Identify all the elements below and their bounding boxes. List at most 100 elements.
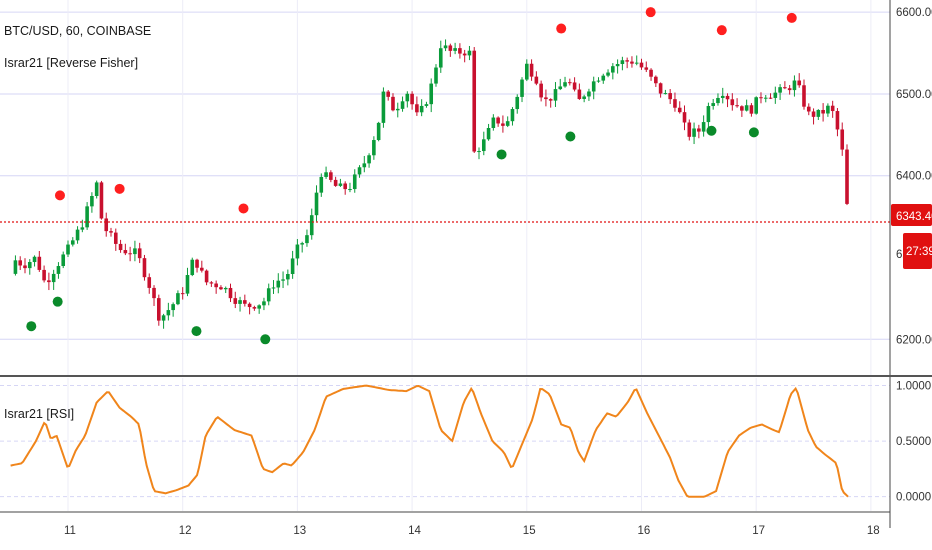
- candle-body: [247, 303, 252, 308]
- price-tick-label: 6400.00: [896, 171, 932, 183]
- candle: [505, 116, 510, 128]
- candle-body: [47, 280, 51, 283]
- candle-body: [252, 307, 257, 309]
- candle-body: [620, 60, 625, 65]
- candle: [415, 96, 419, 116]
- candle-body: [787, 88, 792, 91]
- candle-body: [749, 105, 754, 114]
- candle-body: [281, 279, 285, 281]
- candle: [443, 39, 448, 52]
- candle: [410, 91, 414, 110]
- candle: [281, 271, 285, 289]
- candle: [754, 96, 758, 115]
- candle-body: [295, 244, 300, 259]
- candle-body: [720, 95, 725, 98]
- candle-body: [481, 139, 486, 152]
- candle: [797, 73, 802, 88]
- candle-body: [568, 82, 572, 84]
- candle: [190, 257, 195, 277]
- candle-body: [792, 80, 797, 91]
- candle-body: [32, 256, 37, 263]
- candle: [654, 75, 658, 87]
- candle-body: [687, 122, 692, 137]
- candle-body: [763, 97, 768, 99]
- candle-body: [548, 99, 553, 101]
- candle: [577, 83, 582, 100]
- candle-body: [654, 76, 658, 84]
- rsi-tick-label: 0.0000: [896, 492, 931, 504]
- candle: [845, 144, 849, 206]
- candle-body: [80, 227, 85, 230]
- candle: [257, 304, 261, 314]
- buy-signal-dot: [52, 296, 63, 307]
- price-axis[interactable]: 6600.00 6500.00 6400.00 6200.00: [896, 7, 932, 346]
- candle: [152, 285, 156, 306]
- candle: [806, 103, 811, 116]
- candle: [233, 291, 238, 309]
- candle: [42, 265, 46, 283]
- candle-body: [443, 45, 448, 49]
- candle-body: [510, 109, 515, 122]
- candle-body: [701, 122, 706, 132]
- buy-signal-dot: [706, 125, 717, 136]
- candle: [395, 102, 400, 118]
- candle-body: [811, 111, 816, 117]
- candle: [367, 153, 371, 168]
- candle: [725, 93, 730, 108]
- candle: [572, 77, 577, 92]
- candle: [352, 169, 357, 193]
- candle-body: [821, 109, 825, 114]
- candle: [811, 108, 816, 125]
- candle: [587, 88, 591, 101]
- symbol-title: BTC/USD, 60, COINBASE: [4, 24, 151, 38]
- buy-signal-dot: [260, 334, 271, 345]
- candle: [329, 170, 333, 183]
- candle: [386, 89, 391, 101]
- candle: [357, 165, 362, 178]
- candle: [424, 101, 429, 108]
- candle-body: [716, 97, 720, 104]
- candle-body: [501, 123, 505, 126]
- candle: [501, 115, 505, 133]
- buy-signal-dot: [748, 127, 759, 138]
- rsi-axis[interactable]: 1.0000 0.5000 0.0000: [896, 381, 931, 504]
- candle: [166, 302, 171, 321]
- candle: [630, 56, 634, 68]
- candle: [18, 256, 23, 271]
- candle-body: [697, 128, 701, 132]
- candle: [768, 93, 773, 99]
- candle: [348, 182, 352, 193]
- candle: [171, 302, 175, 317]
- candle: [481, 131, 486, 156]
- candle: [80, 219, 85, 233]
- candle-body: [61, 254, 66, 267]
- candle: [525, 59, 529, 82]
- candle-body: [113, 232, 118, 244]
- candle-body: [462, 53, 467, 56]
- candle-body: [663, 93, 668, 95]
- candle: [601, 73, 606, 84]
- candle-body: [472, 50, 477, 152]
- candle-body: [362, 163, 367, 168]
- time-axis[interactable]: 11 12 13 14 15 16 17 18: [64, 525, 880, 537]
- candle-body: [66, 244, 70, 255]
- candle-body: [357, 167, 362, 175]
- candle-body: [768, 97, 773, 99]
- candle: [438, 40, 443, 73]
- candle: [706, 102, 711, 128]
- candle-body: [90, 196, 94, 207]
- candle-body: [515, 96, 520, 110]
- candle-body: [458, 48, 462, 54]
- candle: [582, 94, 586, 103]
- candle: [147, 273, 152, 294]
- candle: [510, 107, 515, 126]
- candle-body: [367, 155, 371, 164]
- candle: [568, 78, 572, 86]
- candle: [180, 287, 185, 300]
- candle: [673, 92, 677, 112]
- buy-signal-dot: [191, 326, 202, 337]
- candle-body: [51, 273, 56, 283]
- candles: [13, 39, 849, 329]
- candle-body: [161, 315, 166, 321]
